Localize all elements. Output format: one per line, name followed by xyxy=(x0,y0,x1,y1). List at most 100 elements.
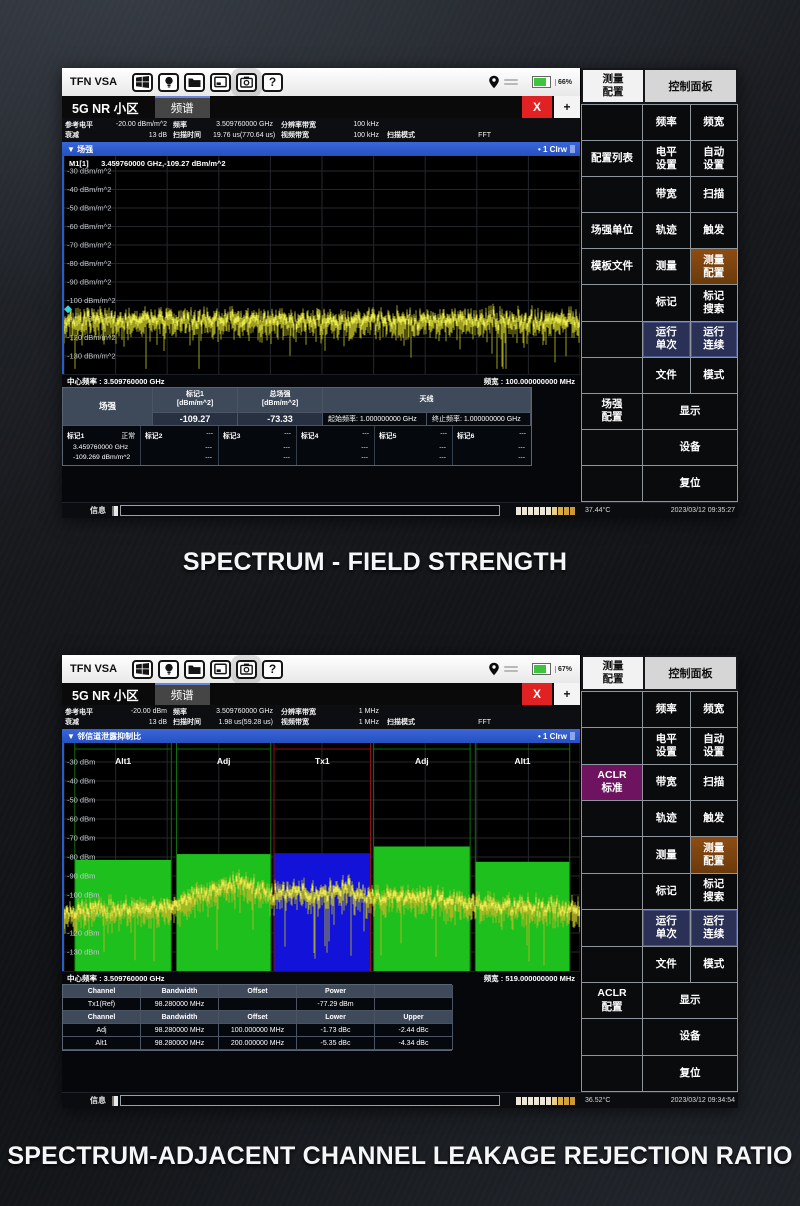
panel-button[interactable]: 电平 设置 xyxy=(643,728,690,764)
panel-button[interactable]: 运行 单次 xyxy=(643,321,690,357)
panel-button[interactable]: 带宽 xyxy=(643,177,690,213)
panel-blank xyxy=(582,429,642,465)
panel-button[interactable]: 轨迹 xyxy=(643,213,690,249)
tab-spectrum[interactable]: 频谱 xyxy=(154,683,210,705)
measure-config-header[interactable]: 测量 配置 xyxy=(583,657,643,689)
panel-button[interactable]: ACLR 标准 xyxy=(582,764,642,801)
setting-value: FFT xyxy=(478,718,491,726)
toggle-slider[interactable] xyxy=(503,79,518,85)
panel-button[interactable]: 频率 xyxy=(643,105,690,141)
measure-config-header[interactable]: 测量 配置 xyxy=(583,70,643,102)
panel-button[interactable]: 带宽 xyxy=(643,764,690,801)
panel-button[interactable]: 扫描 xyxy=(690,177,737,213)
panel-button[interactable]: 运行 单次 xyxy=(643,910,690,946)
panel-button[interactable]: 模式 xyxy=(690,357,737,393)
panel-button[interactable]: 场强单位 xyxy=(582,213,642,249)
svg-text:Adj: Adj xyxy=(217,756,231,766)
panel-button[interactable]: 运行 连续 xyxy=(690,321,737,357)
panel-button[interactable]: 模式 xyxy=(690,946,737,982)
tab-5g-nr-cell[interactable]: 5G NR 小区 xyxy=(72,688,139,703)
panel-blank xyxy=(582,1055,642,1091)
panel-button[interactable]: 设备 xyxy=(643,1019,737,1055)
panel-button[interactable]: 文件 xyxy=(643,357,690,393)
view-title-bar[interactable]: ▼ 场强 • 1 Clrw xyxy=(62,142,580,156)
view-title-bar[interactable]: ▼ 邻信道泄露抑制比 • 1 Clrw xyxy=(62,729,580,743)
close-tab-button[interactable]: X xyxy=(522,96,552,118)
progress-segment xyxy=(540,506,545,515)
panel-button[interactable]: 文件 xyxy=(643,946,690,982)
marker-grid: 标记1 正常 3.459760000 GHz -109.269 dBm/m^2 标记2-… xyxy=(63,426,531,465)
location-pin-icon[interactable] xyxy=(488,75,500,89)
bulb-icon[interactable] xyxy=(158,72,179,92)
close-tab-button[interactable]: X xyxy=(522,683,552,705)
panel-button[interactable]: 复位 xyxy=(643,465,737,501)
setting-label: 衰减 xyxy=(65,132,79,140)
windows-icon[interactable] xyxy=(132,659,153,679)
panel-button[interactable]: 标记 搜索 xyxy=(690,285,737,321)
panel-button[interactable]: 自动 设置 xyxy=(690,728,737,764)
marker-frequency: --- xyxy=(205,443,212,451)
panel-button[interactable]: 自动 设置 xyxy=(690,141,737,177)
marker-name-row: 标记3 --- xyxy=(223,430,291,441)
panel-button[interactable]: 复位 xyxy=(643,1055,737,1091)
svg-text:-110 dBm/m^2: -110 dBm/m^2 xyxy=(67,315,115,324)
panel-button[interactable]: 设备 xyxy=(643,429,737,465)
folder-icon[interactable] xyxy=(184,72,205,92)
panel-button[interactable]: ACLR 配置 xyxy=(582,982,642,1019)
panel-button[interactable]: 测量 xyxy=(643,837,690,873)
panel-button[interactable]: 测量 xyxy=(643,249,690,285)
folder-icon[interactable] xyxy=(184,659,205,679)
display-icon[interactable] xyxy=(210,72,231,92)
trace-chip xyxy=(570,145,575,153)
panel-button[interactable]: 标记 xyxy=(643,873,690,910)
panel-button[interactable]: 扫描 xyxy=(690,764,737,801)
svg-text:-50 dBm/m^2: -50 dBm/m^2 xyxy=(67,204,111,213)
temperature: 37.44°C xyxy=(585,507,611,514)
tab-5g-nr-cell[interactable]: 5G NR 小区 xyxy=(72,101,139,116)
panel-button[interactable]: 显示 xyxy=(643,393,737,429)
camera-icon[interactable] xyxy=(236,72,257,92)
display-icon[interactable] xyxy=(210,659,231,679)
svg-text:-70 dBm: -70 dBm xyxy=(67,834,95,843)
bulb-icon[interactable] xyxy=(158,659,179,679)
panel-button[interactable]: 运行 连续 xyxy=(690,910,737,946)
span-value: 频宽 : 100.000000000 MHz xyxy=(483,376,575,386)
toolbar: ? xyxy=(132,659,283,679)
panel-button[interactable]: 显示 xyxy=(643,982,737,1019)
progress-segment xyxy=(528,506,533,515)
marker-frequency: --- xyxy=(439,443,446,451)
location-pin-icon[interactable] xyxy=(488,662,500,676)
windows-icon[interactable] xyxy=(132,72,153,92)
datetime: 2023/03/12 09:34:54 xyxy=(670,1097,735,1104)
panel-button[interactable]: 频宽 xyxy=(690,105,737,141)
spectrum-plot-field-strength: -30 dBm/m^2 -40 dBm/m^2 -50 dBm/m^2 -60 dBm… xyxy=(62,156,580,374)
panel-button[interactable]: 触发 xyxy=(690,801,737,837)
panel-button[interactable]: 配置列表 xyxy=(582,141,642,177)
panel-button[interactable]: 标记 搜索 xyxy=(690,873,737,910)
spectrum-trace-svg: -30 dBm -40 dBm -50 dBm -60 dBm -70 dBm -80 d… xyxy=(64,743,580,971)
panel-button[interactable]: 电平 设置 xyxy=(643,141,690,177)
toggle-slider[interactable] xyxy=(503,666,518,672)
info-grip[interactable] xyxy=(112,505,118,516)
help-icon[interactable]: ? xyxy=(262,72,283,92)
camera-icon[interactable] xyxy=(236,659,257,679)
panel-button[interactable]: 频率 xyxy=(643,692,690,728)
tab-spectrum[interactable]: 频谱 xyxy=(154,96,210,118)
table-cell: Bandwidth xyxy=(141,1011,219,1024)
panel-button[interactable]: 测量 配置 xyxy=(690,249,737,285)
panel-button[interactable]: 轨迹 xyxy=(643,801,690,837)
panel-button[interactable]: 标记 xyxy=(643,285,690,321)
panel-button[interactable]: 场强 配置 xyxy=(582,393,642,429)
tab-bar: 5G NR 小区 频谱 X + xyxy=(62,96,580,118)
info-grip[interactable] xyxy=(112,1095,118,1106)
panel-button[interactable]: 触发 xyxy=(690,213,737,249)
add-tab-button[interactable]: + xyxy=(554,96,580,118)
panel-button[interactable]: 频宽 xyxy=(690,692,737,728)
add-tab-button[interactable]: + xyxy=(554,683,580,705)
help-icon[interactable]: ? xyxy=(262,659,283,679)
panel-button[interactable]: 测量 配置 xyxy=(690,837,737,873)
marker-level: -109.269 dBm/m^2 xyxy=(73,453,131,461)
svg-text:-90 dBm/m^2: -90 dBm/m^2 xyxy=(67,278,111,287)
svg-text:-40 dBm: -40 dBm xyxy=(67,777,95,786)
panel-button[interactable]: 模板文件 xyxy=(582,249,642,285)
